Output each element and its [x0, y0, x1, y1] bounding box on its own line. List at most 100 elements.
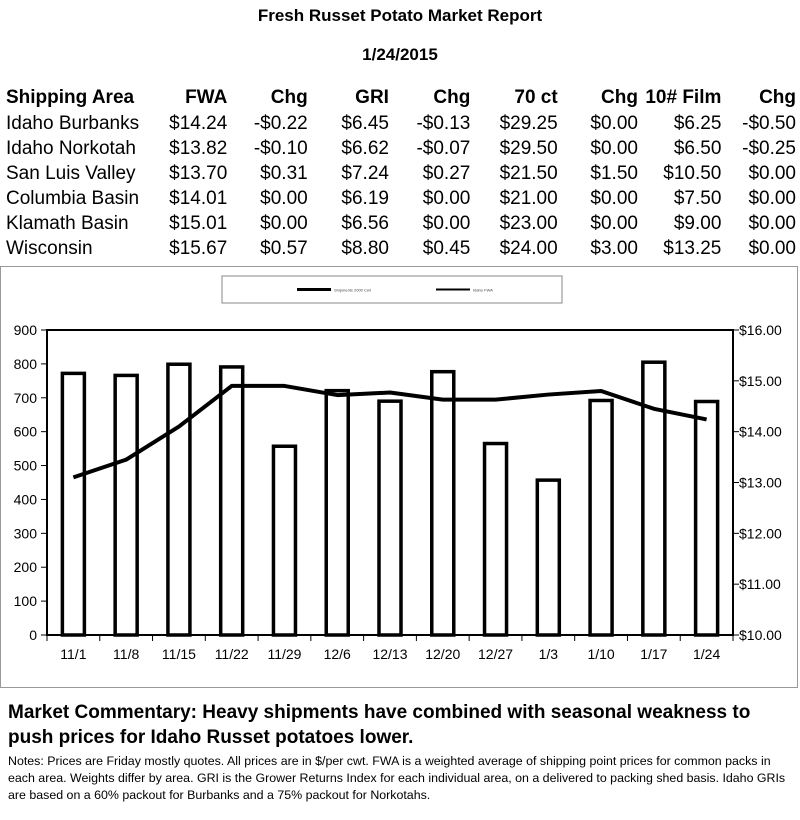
cell-fwa: $15.67 [169, 237, 228, 259]
left-axis-tick-label: 200 [14, 559, 38, 575]
legend-label-fwa: Idaho FWA [473, 288, 493, 293]
report-date: 1/24/2015 [362, 45, 438, 64]
cell-10-film-chg: $0.00 [748, 237, 796, 259]
cell-gri: $6.45 [341, 112, 389, 134]
cell-area: Klamath Basin [6, 212, 129, 234]
cell-gri: $6.62 [341, 137, 389, 159]
header-70ct-chg: Chg [601, 87, 638, 108]
report-title: Fresh Russet Potato Market Report [257, 6, 543, 25]
bar-shipments [693, 399, 720, 637]
right-axis-tick-label: $15.00 [739, 373, 782, 389]
cell-area: San Luis Valley [6, 162, 136, 184]
cell-gri: $7.24 [341, 162, 389, 184]
header-10-film-chg: Chg [759, 87, 796, 108]
cell-gri-chg: $0.00 [422, 187, 471, 209]
bar-shipments [377, 399, 403, 637]
cell-gri-chg: $0.45 [422, 237, 471, 259]
x-axis-tick-label: 12/13 [372, 646, 407, 662]
right-axis-tick-label: $12.00 [739, 525, 782, 541]
cell-10-film: $13.25 [663, 237, 722, 259]
bar-shipments [218, 365, 245, 637]
cell-70ct-chg: $0.00 [590, 137, 638, 159]
cell-fwa-chg: $0.00 [260, 187, 308, 209]
cell-10-film-chg: $0.00 [748, 212, 796, 234]
x-axis-tick-label: 1/3 [539, 646, 559, 662]
x-axis-tick-label: 11/8 [113, 646, 139, 662]
x-axis-tick-label: 12/20 [425, 646, 460, 662]
cell-fwa-chg: -$0.22 [253, 112, 308, 134]
cell-70ct: $23.00 [499, 212, 558, 234]
legend-box [221, 275, 563, 304]
cell-gri: $6.19 [341, 187, 389, 209]
cell-fwa: $14.01 [169, 187, 228, 209]
chart-frame [0, 266, 798, 688]
left-axis-tick-label: 900 [14, 322, 38, 338]
right-axis-tick-label: $13.00 [739, 475, 782, 491]
table-row: Klamath Basin $15.01 $0.00 $6.56 $0.00 $… [6, 211, 796, 236]
table-row: Wisconsin $15.67 $0.57 $8.80 $0.45 $24.0… [6, 236, 796, 261]
header-fwa-chg: Chg [270, 87, 308, 108]
bar-shipments [324, 388, 350, 637]
cell-70ct: $21.50 [499, 162, 558, 184]
left-axis-tick-label: 800 [14, 356, 38, 372]
cell-10-film-chg: $0.00 [748, 162, 796, 184]
x-axis-tick-label: 11/22 [215, 646, 249, 662]
table-row: San Luis Valley $13.70 $0.31 $7.24 $0.27… [6, 161, 796, 186]
cell-area: Wisconsin [6, 237, 93, 259]
cell-70ct: $21.00 [499, 187, 558, 209]
market-commentary: Market Commentary: Heavy shipments have … [8, 702, 751, 748]
left-axis-tick-label: 300 [14, 525, 38, 541]
legend-label-shipments: Shipments 2000 Cwt [334, 288, 372, 293]
x-axis-tick-label: 1/17 [640, 646, 667, 662]
x-axis-tick-label: 1/24 [693, 646, 720, 662]
cell-fwa-chg: $0.31 [260, 162, 308, 184]
cell-gri-chg: $0.27 [422, 162, 471, 184]
right-axis-tick-label: $10.00 [739, 627, 782, 643]
bar-shipments [271, 444, 298, 637]
left-axis-tick-label: 400 [14, 491, 38, 507]
cell-70ct-chg: $0.00 [590, 187, 638, 209]
cell-10-film: $6.25 [673, 112, 722, 134]
table-header-row: Shipping Area FWA Chg GRI Chg 70 ct Chg … [6, 86, 796, 111]
bar-shipments [113, 373, 139, 637]
notes: Notes: Prices are Friday mostly quotes. … [8, 754, 786, 802]
table-row: Columbia Basin $14.01 $0.00 $6.19 $0.00 … [6, 186, 796, 211]
x-axis-tick-label: 11/29 [267, 646, 301, 662]
cell-area: Idaho Norkotah [6, 137, 136, 159]
cell-fwa: $13.70 [169, 162, 228, 184]
cell-fwa: $15.01 [169, 212, 228, 234]
bar-shipments [535, 478, 562, 637]
cell-70ct-chg: $0.00 [590, 212, 638, 234]
left-axis-tick-label: 700 [14, 390, 38, 406]
cell-70ct: $24.00 [499, 237, 558, 259]
cell-10-film-chg: $0.00 [748, 187, 796, 209]
cell-10-film-chg: -$0.25 [742, 137, 796, 159]
cell-area: Idaho Burbanks [6, 112, 140, 134]
x-axis-tick-label: 12/27 [478, 646, 513, 662]
cell-10-film-chg: -$0.50 [742, 112, 796, 134]
cell-fwa: $14.24 [169, 112, 228, 134]
left-axis-tick-label: 0 [29, 627, 37, 643]
cell-gri-chg: -$0.13 [416, 112, 471, 134]
cell-70ct: $29.50 [499, 137, 558, 159]
cell-gri: $8.80 [341, 237, 389, 259]
cell-70ct: $29.25 [499, 112, 558, 134]
bar-shipments [430, 369, 456, 637]
line-idaho-fwa [72, 383, 708, 480]
cell-area: Columbia Basin [6, 187, 140, 209]
table-row: Idaho Burbanks $14.24 -$0.22 $6.45 -$0.1… [6, 111, 796, 136]
chart: Shipments 2000 Cwt Idaho FWA 0 100 200 300 400… [14, 275, 782, 662]
cell-fwa-chg: $0.57 [260, 237, 308, 259]
cell-70ct-chg: $3.00 [590, 237, 638, 259]
price-table: Shipping Area FWA Chg GRI Chg 70 ct Chg … [6, 86, 796, 261]
bar-shipments [588, 398, 614, 637]
right-axis-tick-label: $16.00 [739, 322, 782, 338]
header-gri-chg: Chg [433, 87, 471, 108]
cell-10-film: $10.50 [663, 162, 722, 184]
header-10-film: 10# Film [645, 87, 722, 108]
bar-shipments [60, 371, 87, 637]
cell-70ct-chg: $0.00 [590, 112, 638, 134]
x-axis-tick-label: 1/10 [587, 646, 614, 662]
header-70ct: 70 ct [514, 87, 558, 108]
table-row: Idaho Norkotah $13.82 -$0.10 $6.62 -$0.0… [6, 136, 796, 161]
